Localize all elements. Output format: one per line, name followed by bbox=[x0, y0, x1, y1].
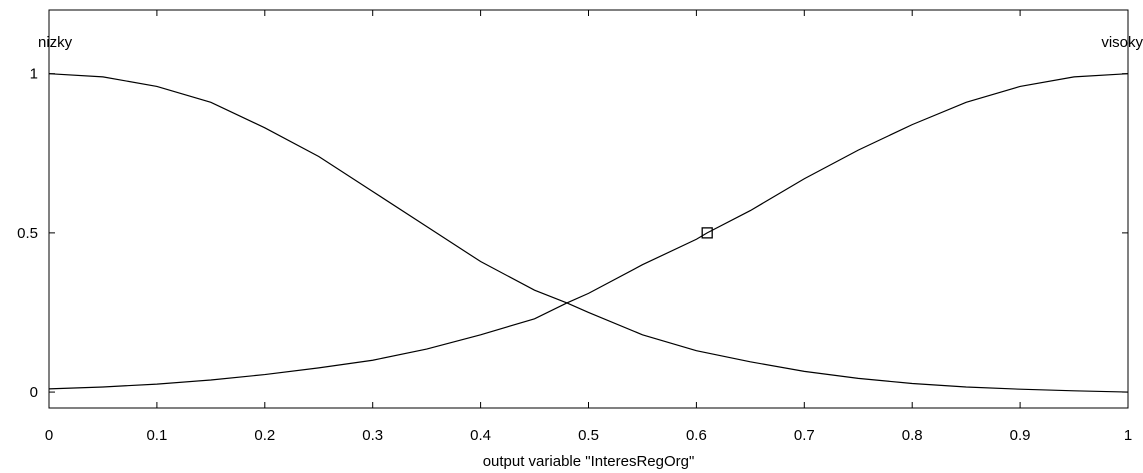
y-tick-label: 1 bbox=[30, 66, 38, 83]
x-tick-label: 0.8 bbox=[902, 427, 923, 444]
series-line-nizky bbox=[48, 73, 1129, 393]
selected-point-marker[interactable] bbox=[701, 227, 713, 239]
axis-ticks bbox=[48, 10, 1129, 408]
mf-label-visoky: visoky bbox=[1101, 34, 1143, 51]
y-tick-label: 0 bbox=[30, 384, 38, 401]
series-curves bbox=[48, 73, 1129, 393]
x-tick-label: 0.4 bbox=[470, 427, 491, 444]
x-tick-label: 0.9 bbox=[1010, 427, 1031, 444]
x-axis-title: output variable "InteresRegOrg" bbox=[483, 453, 695, 470]
plot-frame bbox=[48, 9, 1129, 409]
x-tick-label: 0.1 bbox=[146, 427, 167, 444]
x-tick-label: 1 bbox=[1124, 427, 1132, 444]
series-line-visoky bbox=[48, 73, 1129, 390]
x-tick-label: 0.6 bbox=[686, 427, 707, 444]
x-tick-label: 0.3 bbox=[362, 427, 383, 444]
x-tick-label: 0.7 bbox=[794, 427, 815, 444]
x-tick-label: 0.2 bbox=[254, 427, 275, 444]
mf-label-nizky: nizky bbox=[38, 34, 73, 51]
x-tick-label: 0 bbox=[45, 427, 53, 444]
x-tick-label: 0.5 bbox=[578, 427, 599, 444]
y-tick-label: 0.5 bbox=[17, 225, 38, 242]
tick-labels: 0 0.1 0.2 0.3 0.4 0.5 0.6 0.7 0.8 0.9 1 0 0.5 1 bbox=[17, 66, 1132, 444]
